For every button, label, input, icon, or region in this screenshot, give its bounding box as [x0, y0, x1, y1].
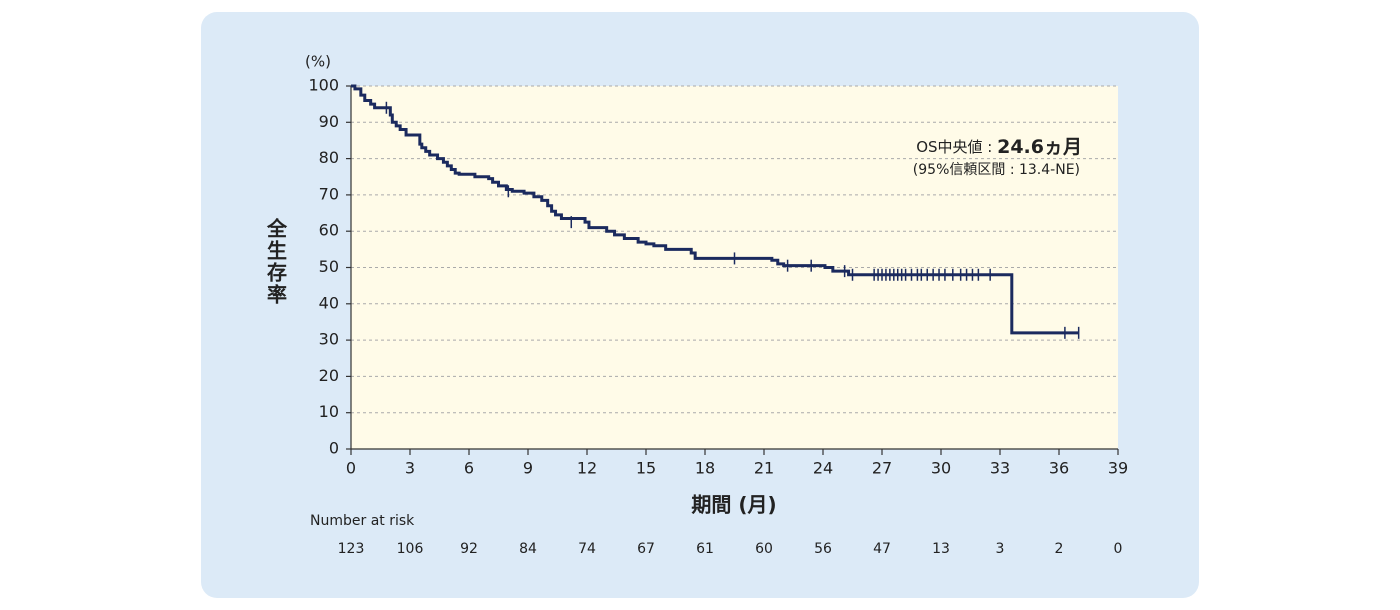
risk-value: 106 [397, 541, 424, 557]
risk-value: 61 [696, 541, 714, 557]
risk-value: 74 [578, 541, 596, 557]
x-tick-label: 15 [636, 459, 656, 478]
risk-value: 56 [814, 541, 832, 557]
annotation-ci: (95%信頼区間 : 13.4-NE) [913, 162, 1080, 178]
x-tick-label: 24 [813, 459, 833, 478]
x-tick-label: 36 [1049, 459, 1069, 478]
y-tick-label: 30 [319, 330, 339, 349]
x-tick-label: 21 [754, 459, 774, 478]
risk-value: 0 [1114, 541, 1123, 557]
y-tick-label: 90 [319, 112, 339, 131]
risk-value: 123 [338, 541, 365, 557]
y-tick-label: 20 [319, 366, 339, 385]
y-tick-label: 70 [319, 184, 339, 203]
y-tick-label: 0 [329, 439, 339, 458]
x-tick-label: 27 [872, 459, 892, 478]
x-tick-label: 30 [931, 459, 951, 478]
risk-value: 47 [873, 541, 891, 557]
risk-value: 3 [996, 541, 1005, 557]
risk-value: 67 [637, 541, 655, 557]
y-tick-label: 10 [319, 402, 339, 421]
y-tick-label: 100 [308, 76, 339, 95]
y-tick-label: 60 [319, 221, 339, 240]
survival-curve [351, 84, 1079, 335]
risk-value: 13 [932, 541, 950, 557]
y-tick-label: 50 [319, 257, 339, 276]
y-tick-label: 40 [319, 293, 339, 312]
x-tick-label: 33 [990, 459, 1010, 478]
risk-value: 60 [755, 541, 773, 557]
x-tick-label: 3 [405, 459, 415, 478]
x-tick-label: 9 [523, 459, 533, 478]
annotation-value: 24.6ヵ月 [997, 136, 1082, 158]
y-axis-label: 全生存率 [264, 217, 288, 306]
x-axis-label: 期間 (月) [691, 493, 776, 517]
x-tick-label: 0 [346, 459, 356, 478]
y-tick-label: 80 [319, 148, 339, 167]
risk-value: 84 [519, 541, 537, 557]
x-tick-label: 39 [1108, 459, 1128, 478]
x-tick-label: 12 [577, 459, 597, 478]
risk-value: 92 [460, 541, 478, 557]
annotation-prefix: OS中央値 : [916, 138, 997, 156]
y-unit: (%) [305, 53, 331, 71]
x-tick-label: 6 [464, 459, 474, 478]
risk-label: Number at risk [310, 513, 415, 529]
annotation: OS中央値 : 24.6ヵ月 [916, 136, 1082, 158]
risk-value: 2 [1055, 541, 1064, 557]
x-tick-label: 18 [695, 459, 715, 478]
